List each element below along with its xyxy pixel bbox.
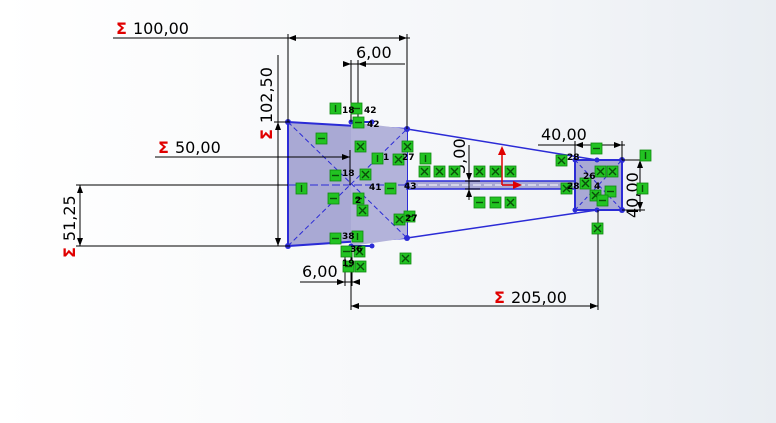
dimension-lines [76, 34, 645, 310]
relation-number: 4 [594, 182, 600, 192]
relation-icon[interactable] [329, 169, 342, 182]
relation-icon[interactable] [433, 165, 446, 178]
relation-icon[interactable] [315, 132, 328, 145]
relation-icon[interactable] [473, 165, 486, 178]
relation-icon[interactable] [359, 168, 372, 181]
relation-number: 1 [383, 153, 389, 163]
relation-icon[interactable] [473, 196, 486, 209]
relation-icon[interactable] [327, 192, 340, 205]
svg-text:5,00: 5,00 [450, 138, 469, 174]
svg-text:Σ51,25: Σ51,25 [60, 195, 79, 258]
relation-number: 18 [342, 106, 355, 116]
dimension-right-width[interactable]: 40,00 [541, 125, 587, 144]
construction-line [574, 159, 623, 211]
relation-number: 26 [583, 172, 596, 182]
origin-icon[interactable] [498, 146, 522, 189]
relation-icon[interactable] [399, 252, 412, 265]
relation-icon[interactable] [392, 153, 405, 166]
relation-icon[interactable] [639, 149, 652, 162]
relation-icon[interactable] [596, 194, 609, 207]
relation-number: 2 [355, 196, 361, 206]
relation-icon[interactable] [403, 210, 416, 223]
taper-line-bottom[interactable] [406, 209, 598, 239]
relation-icon[interactable] [295, 182, 308, 195]
relation-icon[interactable] [606, 165, 619, 178]
relation-icon[interactable] [560, 182, 573, 195]
dimension-arrows [77, 35, 643, 309]
dimension-lower-height[interactable]: Σ51,25 [60, 195, 79, 258]
relation-icon[interactable] [504, 165, 517, 178]
relation-icon[interactable] [354, 140, 367, 153]
relation-icon[interactable] [555, 154, 568, 167]
relation-icon[interactable] [352, 192, 365, 205]
dimension-total-length[interactable]: Σ 205,00 [494, 288, 567, 307]
relation-icon[interactable] [579, 177, 592, 190]
relation-number: 41 [369, 183, 382, 193]
relation-number: 42 [364, 106, 377, 116]
svg-text:6,00: 6,00 [302, 262, 338, 281]
dimension-top-offset[interactable]: 6,00 [356, 43, 392, 62]
relation-icon[interactable] [354, 260, 367, 273]
dimension-slot-height[interactable]: 5,00 [450, 138, 469, 174]
relation-icon[interactable] [401, 140, 414, 153]
relation-icon[interactable] [350, 102, 363, 115]
relation-icon[interactable] [384, 182, 397, 195]
relation-icon[interactable] [329, 102, 342, 115]
relation-number: 42 [367, 120, 380, 130]
relation-icon[interactable] [352, 116, 365, 129]
construction-line [287, 128, 408, 247]
svg-text:40,00: 40,00 [623, 172, 642, 218]
relation-number: 43 [404, 182, 417, 192]
relation-icon[interactable] [329, 232, 342, 245]
dimension-mid-width[interactable]: Σ 50,00 [158, 138, 221, 157]
relation-icon[interactable] [418, 165, 431, 178]
relation-icon[interactable] [590, 142, 603, 155]
dimension-bottom-offset[interactable]: 6,00 [302, 262, 338, 281]
relation-number: 36 [350, 245, 363, 255]
relation-icon[interactable] [342, 260, 355, 273]
relation-number: 38 [342, 232, 355, 242]
relation-icon[interactable] [489, 165, 502, 178]
relation-icon[interactable] [504, 196, 517, 209]
dimension-overall-width[interactable]: Σ 100,00 [116, 19, 189, 38]
relation-icon[interactable] [489, 196, 502, 209]
relation-icon[interactable] [351, 230, 364, 243]
svg-text:6,00: 6,00 [356, 43, 392, 62]
relation-number: 27 [402, 153, 415, 163]
relation-number: 27 [405, 214, 418, 224]
relation-icon[interactable] [448, 165, 461, 178]
relation-number: 19 [342, 259, 355, 269]
relation-icon[interactable] [393, 213, 406, 226]
relation-number: 18 [342, 169, 355, 179]
dimension-right-height[interactable]: 40,00 [623, 172, 642, 218]
relation-icon[interactable] [356, 204, 369, 217]
relation-number: 28 [567, 153, 580, 163]
relation-icon[interactable] [371, 152, 384, 165]
relation-icon[interactable] [604, 185, 617, 198]
svg-text:40,00: 40,00 [541, 125, 587, 144]
relation-icon[interactable] [594, 165, 607, 178]
dimension-overall-height[interactable]: Σ102,50 [257, 67, 276, 140]
svg-text:Σ50,00: Σ 50,00 [158, 138, 221, 157]
construction-line [287, 121, 408, 239]
relation-icon[interactable] [419, 152, 432, 165]
relation-icon[interactable] [340, 245, 353, 258]
sketch-relations[interactable] [295, 102, 652, 273]
relation-icon[interactable] [353, 245, 366, 258]
relation-number: 28 [567, 182, 580, 192]
svg-text:Σ102,50: Σ102,50 [257, 67, 276, 140]
relation-icon[interactable] [591, 222, 604, 235]
relation-icon[interactable] [636, 182, 649, 195]
